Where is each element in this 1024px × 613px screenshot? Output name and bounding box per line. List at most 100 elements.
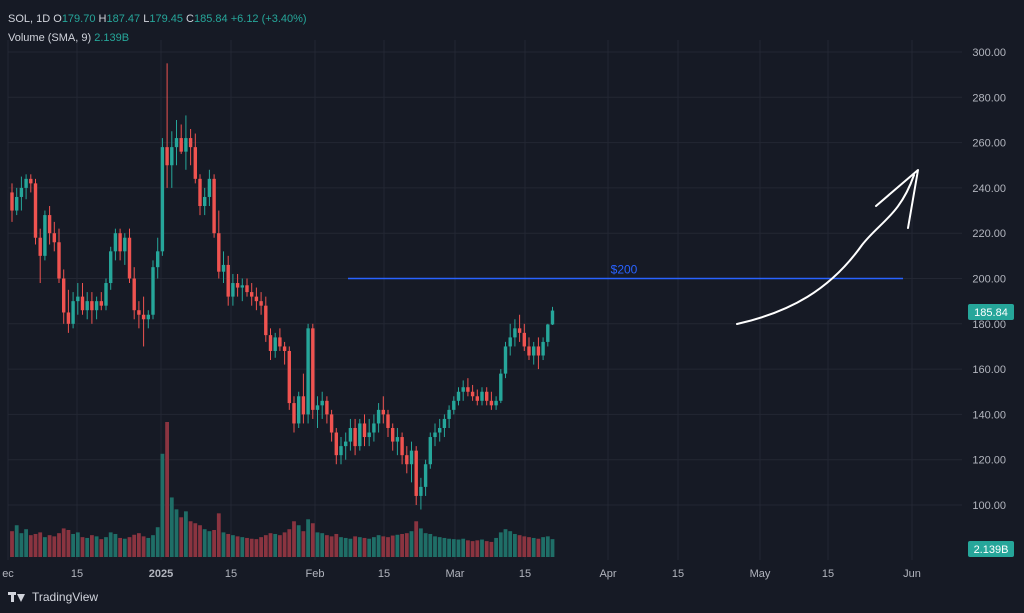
volume-bar bbox=[146, 537, 151, 557]
low-label: L bbox=[143, 13, 150, 25]
candle-body bbox=[405, 455, 409, 465]
candle-body bbox=[221, 264, 226, 272]
candle bbox=[33, 178, 38, 245]
volume-bar bbox=[38, 532, 43, 557]
candle bbox=[438, 418, 442, 442]
candle bbox=[231, 273, 235, 306]
volume-bar bbox=[47, 535, 52, 557]
candle bbox=[339, 437, 343, 465]
candle bbox=[391, 423, 395, 451]
volume-bar bbox=[494, 537, 498, 557]
volume-bar bbox=[160, 453, 165, 557]
volume-bar bbox=[188, 521, 193, 557]
candle bbox=[367, 418, 371, 447]
candle bbox=[550, 306, 555, 326]
volume-bar bbox=[57, 533, 61, 557]
candle bbox=[132, 267, 136, 320]
candle-body bbox=[503, 346, 508, 374]
candle bbox=[508, 323, 512, 356]
volume-bar bbox=[437, 537, 442, 557]
volume-bar bbox=[141, 536, 146, 557]
candle bbox=[287, 346, 291, 410]
candle bbox=[461, 380, 465, 401]
candle-body bbox=[480, 391, 484, 401]
candle-body bbox=[273, 337, 277, 351]
price-tick-label: 180.00 bbox=[972, 319, 1006, 331]
candle bbox=[29, 174, 33, 193]
candle-body bbox=[489, 400, 494, 406]
volume-bar bbox=[245, 537, 249, 557]
volume-row: Volume (SMA, 9) 2.139B bbox=[8, 29, 307, 48]
candle bbox=[118, 228, 122, 261]
time-tick-label: Feb bbox=[306, 568, 325, 580]
candle-body bbox=[123, 237, 127, 252]
volume-bar bbox=[61, 528, 66, 557]
candle-body bbox=[517, 328, 522, 333]
candle bbox=[94, 296, 99, 320]
volume-bar bbox=[527, 537, 531, 557]
candle-body bbox=[19, 187, 24, 197]
candle-body bbox=[203, 196, 207, 207]
volume-bar bbox=[367, 538, 372, 557]
candle-body bbox=[264, 305, 268, 336]
candle-body bbox=[127, 237, 132, 279]
candle-body bbox=[550, 310, 555, 325]
volume-bar bbox=[470, 541, 475, 557]
price-tick-label: 280.00 bbox=[972, 92, 1006, 104]
volume-bar bbox=[207, 531, 212, 557]
volume-bar bbox=[174, 509, 179, 557]
candle bbox=[80, 283, 85, 315]
candle-body bbox=[245, 285, 249, 293]
candle bbox=[66, 289, 71, 333]
candle bbox=[268, 328, 273, 361]
volume-bar bbox=[19, 533, 24, 557]
candle-body bbox=[461, 387, 465, 392]
volume-bar bbox=[428, 533, 433, 557]
svg-text:185.84: 185.84 bbox=[974, 307, 1008, 319]
candle bbox=[127, 228, 132, 284]
volume-bar bbox=[235, 536, 240, 557]
ohlc-row: SOL, 1D O179.70 H187.47 L179.45 C185.84 … bbox=[8, 10, 307, 29]
candle bbox=[452, 396, 456, 415]
candle-body bbox=[395, 437, 400, 442]
candle bbox=[499, 369, 503, 404]
volume-bar bbox=[329, 536, 334, 557]
candle bbox=[170, 131, 174, 188]
candle-body bbox=[499, 373, 503, 401]
change-value: +6.12 (+3.40%) bbox=[230, 13, 307, 25]
candle bbox=[456, 387, 461, 406]
volume-bar bbox=[33, 533, 38, 557]
volume-indicator-label: Volume (SMA, 9) bbox=[8, 32, 92, 44]
volume-bars bbox=[10, 422, 555, 557]
candle bbox=[423, 459, 428, 496]
volume-bar bbox=[90, 535, 94, 557]
candle-body bbox=[118, 233, 122, 252]
volume-bar bbox=[334, 533, 339, 557]
volume-bar bbox=[348, 538, 353, 557]
volume-bar bbox=[325, 535, 329, 557]
volume-bar bbox=[353, 536, 357, 557]
candle-body bbox=[400, 437, 404, 456]
volume-bar bbox=[254, 539, 259, 557]
volume-bar bbox=[315, 532, 320, 557]
candle bbox=[311, 323, 315, 419]
candle-body bbox=[522, 332, 526, 347]
time-tick-label: 15 bbox=[822, 568, 834, 580]
candle-body bbox=[287, 350, 291, 404]
volume-tag: 2.139B bbox=[968, 541, 1014, 557]
tradingview-branding[interactable]: TradingView bbox=[8, 590, 98, 604]
low-value: 179.45 bbox=[149, 13, 183, 25]
candle-body bbox=[94, 301, 99, 311]
candle-body bbox=[376, 409, 381, 424]
candle bbox=[282, 341, 287, 365]
candle-body bbox=[339, 446, 343, 456]
candle-body bbox=[109, 251, 113, 284]
volume-bar bbox=[451, 539, 456, 557]
candle-body bbox=[15, 196, 19, 211]
candle bbox=[517, 314, 522, 342]
price-axis: 100.00 120.00 140.00 160.00 180.00 200.00 220.… bbox=[972, 47, 1006, 512]
candle-body bbox=[409, 450, 414, 465]
candle bbox=[376, 403, 381, 433]
candle-body bbox=[456, 391, 461, 401]
